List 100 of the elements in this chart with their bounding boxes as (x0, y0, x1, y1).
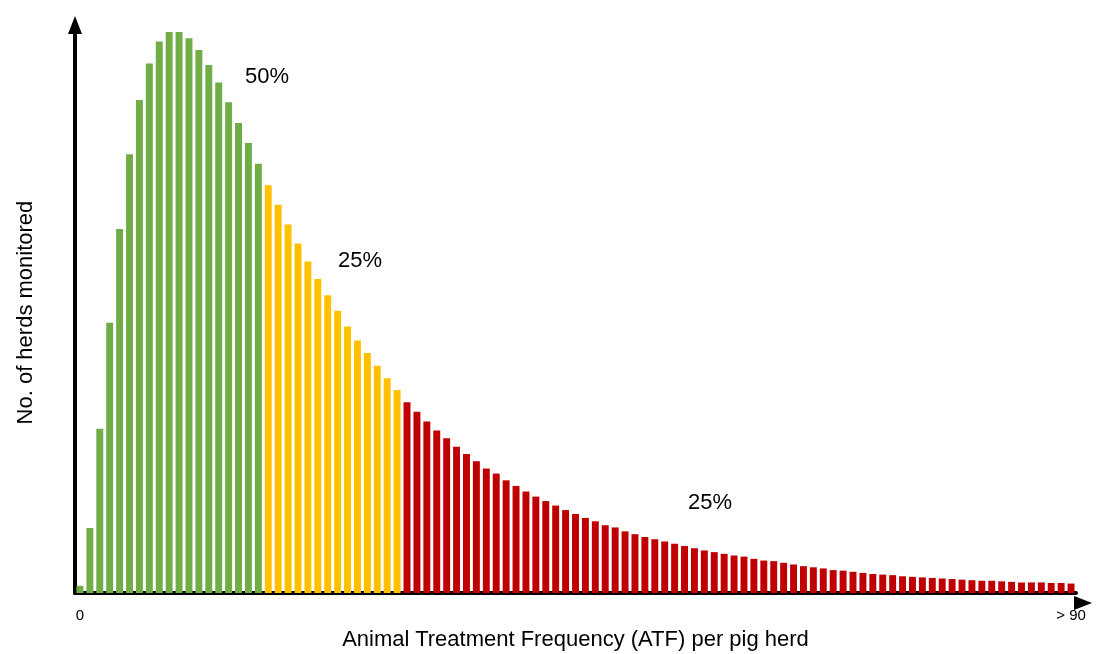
bar (96, 428, 104, 594)
bar (591, 521, 599, 594)
annotation: 25% (338, 246, 383, 272)
bar (522, 491, 530, 594)
bar (264, 185, 272, 594)
bar (373, 365, 381, 594)
bar (988, 580, 996, 594)
y-axis-title: No. of herds monitored (11, 200, 37, 425)
bar (899, 576, 907, 594)
bar (1057, 583, 1065, 594)
bar (195, 49, 203, 594)
bar (1027, 582, 1035, 594)
bar (423, 421, 431, 594)
bar (324, 295, 332, 594)
bar (839, 570, 847, 594)
bar (363, 352, 371, 594)
bar (472, 461, 480, 594)
bar (155, 41, 163, 594)
x-axis-title: Animal Treatment Frequency (ATF) per pig herd (342, 625, 809, 651)
bar (879, 574, 887, 594)
annotation: 50% (245, 62, 290, 88)
bar (225, 102, 233, 594)
bar (859, 572, 867, 594)
bar (710, 552, 718, 594)
bar (700, 550, 708, 594)
bar (353, 340, 361, 594)
bar (334, 310, 342, 594)
bar (235, 122, 242, 594)
bar (1047, 583, 1055, 594)
bar (532, 496, 540, 594)
bar (244, 143, 252, 594)
bar (175, 32, 183, 594)
bar (720, 553, 728, 594)
bar (998, 581, 1006, 594)
bar (1067, 583, 1075, 594)
bar (304, 261, 312, 594)
bar (581, 517, 589, 594)
bar (552, 505, 560, 594)
bar (492, 473, 500, 594)
bar (116, 228, 124, 594)
bar (443, 438, 451, 594)
bar (76, 585, 84, 594)
bar (829, 570, 837, 594)
bar (671, 543, 679, 594)
x-tick-label: 0 (75, 606, 85, 624)
bar (165, 32, 173, 594)
bar (611, 527, 619, 594)
bar (601, 525, 609, 594)
bar (254, 163, 262, 594)
bar (730, 555, 738, 594)
bar (126, 154, 133, 594)
bar (482, 468, 490, 594)
bar (760, 560, 768, 594)
bar (968, 580, 976, 594)
bar (274, 204, 282, 594)
bar (750, 558, 758, 594)
bar (542, 501, 550, 594)
bar (770, 561, 778, 594)
bar (205, 65, 213, 594)
bar (463, 453, 470, 594)
bar (344, 326, 352, 594)
bar (512, 485, 520, 594)
bar (869, 574, 877, 594)
bar (106, 322, 114, 594)
bar (889, 575, 897, 594)
bar (690, 548, 698, 594)
bar (145, 63, 153, 594)
bar (453, 446, 461, 594)
bar (641, 536, 649, 594)
bar (909, 576, 916, 594)
bar (978, 580, 986, 594)
bar (284, 224, 292, 594)
bar (631, 534, 639, 594)
bar (562, 510, 570, 594)
x-tick-label: > 90 (1056, 606, 1086, 624)
bar (681, 545, 688, 594)
bar (383, 378, 391, 594)
bar (1008, 581, 1016, 594)
bar (661, 541, 669, 594)
bar (819, 568, 827, 594)
bar (651, 539, 659, 594)
bar (918, 577, 926, 594)
bar (938, 578, 946, 594)
bar (572, 513, 579, 594)
bar (948, 579, 956, 594)
bar (1037, 582, 1045, 594)
bar (790, 564, 798, 594)
bar (1018, 582, 1025, 594)
annotation: 25% (688, 488, 733, 514)
bar (621, 531, 629, 594)
bar (433, 430, 441, 594)
bar (215, 82, 223, 594)
bar (502, 480, 510, 594)
bar (413, 411, 421, 594)
bar (928, 577, 936, 594)
bar (393, 389, 401, 594)
bar (799, 566, 807, 594)
bar (86, 528, 94, 594)
bar (809, 567, 817, 594)
bar (135, 99, 143, 594)
